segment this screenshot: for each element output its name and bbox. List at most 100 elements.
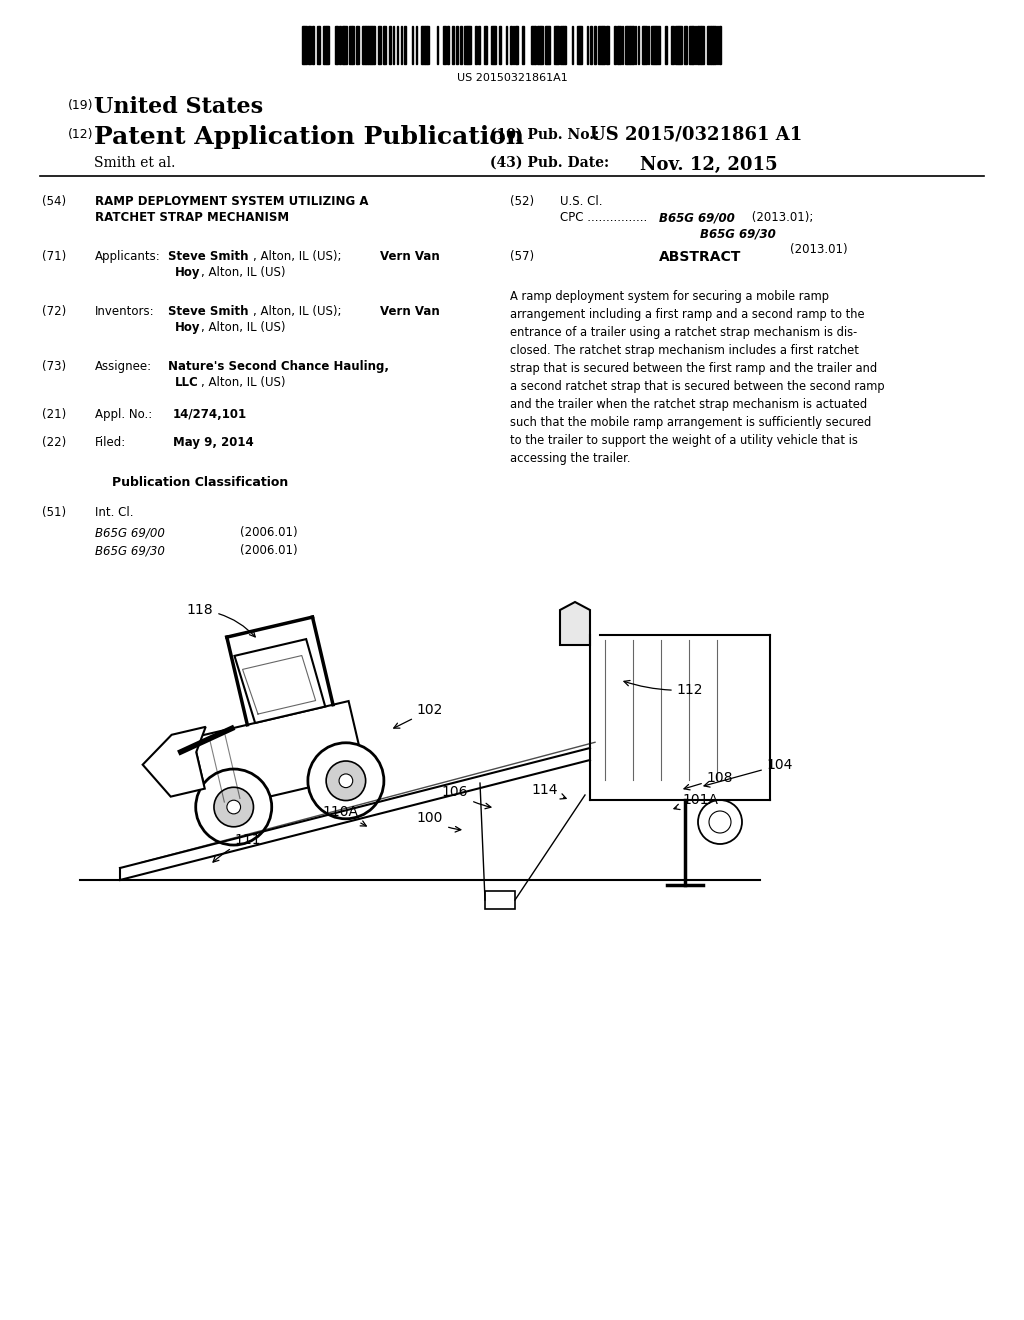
- Bar: [404, 26, 406, 65]
- Bar: [344, 26, 347, 65]
- Text: (2013.01): (2013.01): [790, 243, 848, 256]
- Text: 100: 100: [417, 810, 461, 832]
- Polygon shape: [142, 727, 206, 797]
- Bar: [538, 26, 540, 65]
- Text: , Alton, IL (US);: , Alton, IL (US);: [253, 251, 341, 264]
- Bar: [656, 26, 660, 65]
- Bar: [425, 26, 427, 65]
- Bar: [469, 26, 471, 65]
- Text: (10) Pub. No.:: (10) Pub. No.:: [490, 128, 599, 143]
- Bar: [485, 891, 515, 909]
- Text: , Alton, IL (US): , Alton, IL (US): [201, 267, 286, 280]
- Text: US 20150321861A1: US 20150321861A1: [457, 73, 567, 83]
- Text: such that the mobile ramp arrangement is sufficiently secured: such that the mobile ramp arrangement is…: [510, 416, 871, 429]
- Text: Assignee:: Assignee:: [95, 360, 153, 374]
- Text: Hoy: Hoy: [175, 321, 201, 334]
- Bar: [379, 26, 381, 65]
- Bar: [675, 26, 678, 65]
- Circle shape: [196, 770, 271, 845]
- Text: United States: United States: [94, 96, 263, 119]
- Text: , Alton, IL (US): , Alton, IL (US): [201, 376, 286, 389]
- Bar: [625, 26, 627, 65]
- Text: entrance of a trailer using a ratchet strap mechanism is dis-: entrance of a trailer using a ratchet st…: [510, 326, 857, 339]
- Circle shape: [326, 762, 366, 800]
- Text: and the trailer when the ratchet strap mechanism is actuated: and the trailer when the ratchet strap m…: [510, 399, 867, 412]
- Polygon shape: [560, 602, 590, 645]
- Bar: [349, 26, 352, 65]
- Bar: [362, 26, 365, 65]
- Text: a second ratchet strap that is secured between the second ramp: a second ratchet strap that is secured b…: [510, 380, 885, 393]
- Text: Filed:: Filed:: [95, 437, 126, 449]
- Bar: [560, 26, 563, 65]
- Bar: [651, 26, 653, 65]
- Bar: [352, 26, 354, 65]
- Text: LLC: LLC: [175, 376, 199, 389]
- Text: (73): (73): [42, 360, 67, 374]
- Bar: [627, 26, 630, 65]
- Circle shape: [339, 774, 352, 788]
- Text: Patent Application Publication: Patent Application Publication: [94, 125, 524, 149]
- Polygon shape: [234, 639, 326, 723]
- Text: B65G 69/30: B65G 69/30: [95, 544, 165, 557]
- Text: (2006.01): (2006.01): [240, 527, 298, 540]
- Bar: [422, 26, 425, 65]
- Bar: [478, 26, 480, 65]
- Bar: [484, 26, 486, 65]
- Bar: [618, 26, 621, 65]
- Bar: [701, 26, 705, 65]
- Bar: [368, 26, 370, 65]
- Bar: [475, 26, 477, 65]
- Text: (19): (19): [68, 99, 93, 112]
- Text: Inventors:: Inventors:: [95, 305, 155, 318]
- Bar: [427, 26, 429, 65]
- Bar: [443, 26, 446, 65]
- Bar: [680, 26, 682, 65]
- Text: 106: 106: [441, 785, 490, 809]
- Bar: [554, 26, 556, 65]
- Bar: [384, 26, 386, 65]
- Text: (43) Pub. Date:: (43) Pub. Date:: [490, 156, 609, 170]
- Text: Smith et al.: Smith et al.: [94, 156, 175, 170]
- Bar: [644, 26, 647, 65]
- Bar: [711, 26, 713, 65]
- Text: B65G 69/00: B65G 69/00: [95, 527, 165, 540]
- Text: (2006.01): (2006.01): [240, 544, 298, 557]
- Bar: [372, 26, 374, 65]
- Bar: [713, 26, 716, 65]
- Bar: [607, 26, 609, 65]
- Text: Vern Van: Vern Van: [380, 305, 439, 318]
- Bar: [708, 26, 711, 65]
- Bar: [339, 26, 341, 65]
- Bar: [563, 26, 565, 65]
- Text: RAMP DEPLOYMENT SYSTEM UTILIZING A: RAMP DEPLOYMENT SYSTEM UTILIZING A: [95, 195, 369, 209]
- Text: US 2015/0321861 A1: US 2015/0321861 A1: [590, 125, 802, 144]
- Text: (71): (71): [42, 251, 67, 264]
- Text: (57): (57): [510, 251, 535, 264]
- Text: (2013.01);: (2013.01);: [748, 211, 813, 224]
- Text: arrangement including a first ramp and a second ramp to the: arrangement including a first ramp and a…: [510, 309, 864, 321]
- Bar: [317, 26, 319, 65]
- Text: Int. Cl.: Int. Cl.: [95, 507, 133, 519]
- Bar: [357, 26, 359, 65]
- Bar: [665, 26, 667, 65]
- Text: 101A: 101A: [674, 793, 718, 809]
- Circle shape: [214, 787, 254, 826]
- Bar: [324, 26, 326, 65]
- Text: 118: 118: [186, 603, 255, 636]
- Text: 14/274,101: 14/274,101: [173, 408, 247, 421]
- Bar: [598, 26, 602, 65]
- Text: May 9, 2014: May 9, 2014: [173, 437, 254, 449]
- Bar: [490, 26, 493, 65]
- Bar: [464, 26, 467, 65]
- Text: 112: 112: [624, 681, 703, 697]
- Circle shape: [308, 743, 384, 818]
- Text: B65G 69/30: B65G 69/30: [700, 227, 776, 240]
- Bar: [577, 26, 579, 65]
- Text: ABSTRACT: ABSTRACT: [658, 251, 741, 264]
- Bar: [698, 26, 701, 65]
- Text: Nature's Second Chance Hauling,: Nature's Second Chance Hauling,: [168, 360, 389, 374]
- Text: Publication Classification: Publication Classification: [112, 477, 288, 490]
- Text: 102: 102: [394, 704, 443, 729]
- Text: 114: 114: [531, 783, 566, 799]
- Bar: [452, 26, 454, 65]
